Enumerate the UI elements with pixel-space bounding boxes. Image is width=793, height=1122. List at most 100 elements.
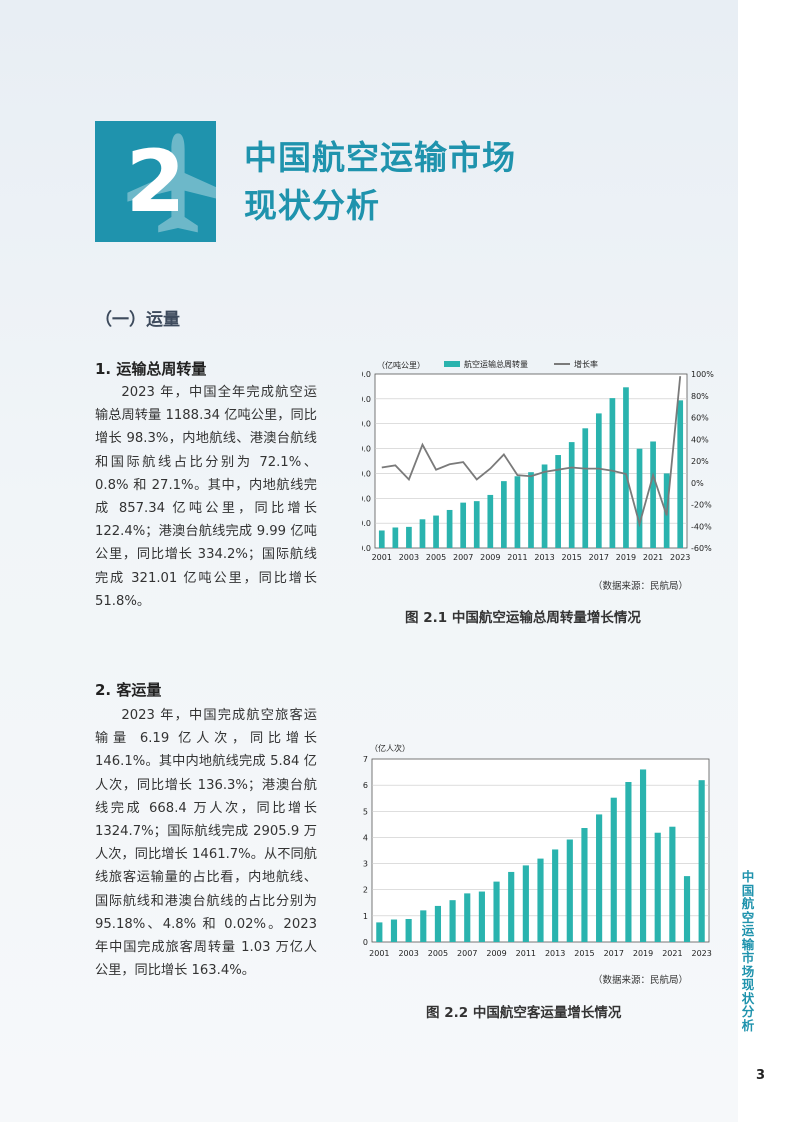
chapter-title-line1: 中国航空运输市场: [244, 138, 516, 177]
y2-tick-label: 100%: [691, 370, 714, 379]
y-tick-label: 0: [363, 938, 368, 947]
y-axis-unit: （亿吨公里）: [377, 360, 425, 370]
x-tick-label: 2005: [426, 553, 446, 562]
x-tick-label: 2023: [691, 949, 711, 958]
bar-2013: [541, 464, 548, 548]
bar-2018: [609, 398, 616, 548]
y-axis-unit: （亿人次）: [370, 743, 410, 753]
x-tick-label: 2009: [480, 553, 500, 562]
y-tick-label: 5: [363, 807, 368, 816]
bar-2001: [378, 530, 385, 548]
page-number: 3: [756, 1068, 766, 1083]
x-tick-label: 2019: [616, 553, 636, 562]
bar-2008: [478, 891, 485, 942]
x-tick-label: 2019: [633, 949, 653, 958]
x-tick-label: 2003: [399, 553, 419, 562]
figure2-source: （数据来源：民航局）: [593, 975, 689, 986]
bar-2006: [446, 509, 453, 548]
y-tick-label: 7: [363, 755, 368, 764]
bar-2009: [487, 494, 494, 548]
x-tick-label: 2011: [507, 553, 527, 562]
y-tick-label: 400.0: [362, 494, 371, 503]
chapter-number: 2: [125, 131, 186, 232]
y2-tick-label: -20%: [691, 501, 712, 510]
bar-2017: [595, 413, 602, 548]
bar-2014: [555, 455, 561, 548]
legend-label: 增长率: [574, 359, 598, 369]
bar-2015: [568, 442, 575, 548]
x-tick-label: 2001: [372, 553, 392, 562]
legend-swatch-bar: [444, 361, 460, 367]
chapter-title: 中国航空运输市场 现状分析: [244, 134, 516, 230]
bar-2001: [376, 922, 383, 942]
x-tick-label: 2017: [589, 553, 609, 562]
chapter-title-line2: 现状分析: [244, 186, 380, 225]
bar-2006: [449, 900, 456, 942]
y-tick-label: 1: [363, 912, 368, 921]
y-tick-label: 1000.0: [362, 420, 371, 429]
bar-2012: [537, 858, 544, 942]
y-tick-label: 200.0: [362, 519, 371, 528]
bar-2011: [522, 865, 529, 942]
bar-2010: [508, 871, 515, 942]
bar-2003: [405, 918, 412, 942]
growth-rate-line: [381, 376, 682, 528]
bar-2021: [650, 441, 656, 548]
bar-2012: [528, 472, 534, 548]
y-tick-label: 6: [363, 781, 368, 790]
figure2-caption: 图 2.2 中国航空客运量增长情况: [426, 1005, 622, 1021]
x-tick-label: 2015: [574, 949, 594, 958]
x-tick-label: 2007: [453, 553, 473, 562]
bar-2023: [677, 400, 684, 548]
x-tick-label: 2021: [662, 949, 682, 958]
x-tick-label: 2017: [604, 949, 624, 958]
x-tick-label: 2003: [398, 949, 418, 958]
x-tick-label: 2011: [516, 949, 536, 958]
bar-2019: [623, 387, 629, 548]
y2-tick-label: 80%: [691, 392, 709, 401]
y-tick-label: 3: [363, 860, 368, 869]
paragraph-1: 2023 年，中国全年完成航空运输总周转量 1188.34 亿吨公里，同比增长 …: [95, 385, 317, 609]
bar-2014: [566, 839, 573, 942]
y2-tick-label: 40%: [691, 435, 709, 444]
bar-2020: [654, 832, 661, 942]
figure1-caption: 图 2.1 中国航空运输总周转量增长情况: [405, 610, 641, 626]
section-title: （一）运量: [95, 310, 180, 330]
y-tick-label: 800.0: [362, 445, 371, 454]
bar-2004: [420, 910, 427, 942]
bar-2023: [698, 780, 705, 942]
airplane-icon: [127, 133, 216, 233]
y-tick-label: 600.0: [362, 469, 371, 478]
bar-2016: [596, 814, 603, 942]
x-tick-label: 2023: [670, 553, 690, 562]
bar-2002: [390, 919, 398, 942]
bar-2005: [433, 515, 439, 548]
x-tick-label: 2001: [369, 949, 389, 958]
bar-2018: [625, 782, 632, 942]
bar-2007: [464, 893, 471, 942]
bar-2003: [406, 526, 412, 548]
figure1-source: （数据来源：民航局）: [593, 581, 689, 592]
y2-tick-label: 0%: [691, 479, 704, 488]
x-tick-label: 2007: [457, 949, 477, 958]
running-chapter-title: 中国航空运输市场现状分析: [741, 869, 755, 1033]
y2-tick-label: -40%: [691, 522, 712, 531]
bar-2016: [582, 428, 589, 548]
x-tick-label: 2005: [428, 949, 448, 958]
legend-label: 航空运输总周转量: [464, 359, 528, 369]
subsection-title-2: 2. 客运量: [95, 681, 162, 699]
bar-2008: [473, 501, 480, 548]
chapter-number-badge: 2: [95, 121, 216, 242]
page-margin-strip: [738, 0, 793, 1122]
bar-2005: [434, 905, 442, 942]
y-tick-label: 0.0: [362, 544, 371, 553]
y-tick-label: 1400.0: [362, 370, 371, 379]
subsection-title-1: 1. 运输总周转量: [95, 360, 207, 378]
x-tick-label: 2013: [534, 553, 554, 562]
bar-2010: [501, 481, 507, 548]
bar-2017: [610, 797, 617, 942]
bar-2013: [552, 849, 559, 942]
